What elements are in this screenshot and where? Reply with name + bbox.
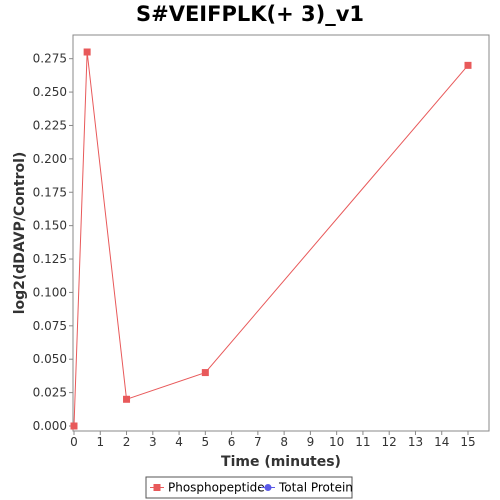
y-tick-label: 0.125 xyxy=(33,252,67,266)
legend-item: Phosphopeptide xyxy=(150,481,265,495)
y-tick-label: 0.250 xyxy=(33,85,67,99)
data-point xyxy=(464,61,472,69)
legend-marker xyxy=(264,484,272,491)
x-tick-label: 3 xyxy=(149,435,157,449)
y-tick-label: 0.075 xyxy=(33,319,67,333)
x-tick-label: 8 xyxy=(280,435,288,449)
y-axis: 0.000 0.025 0.050 0.075 0.100 0.125 0.150 0.175… xyxy=(33,35,74,433)
x-tick-label: 1 xyxy=(96,435,104,449)
y-tick-label: 0.150 xyxy=(33,219,67,233)
legend-label: Total Protein xyxy=(278,481,353,495)
data-point xyxy=(123,395,131,403)
legend-label: Phosphopeptide xyxy=(168,481,265,495)
legend-item: Total Protein xyxy=(261,481,353,495)
data-point xyxy=(70,422,78,430)
data-point xyxy=(201,369,209,377)
series-layer xyxy=(70,48,472,430)
y-tick-label: 0.025 xyxy=(33,386,67,400)
y-tick-label: 0.100 xyxy=(33,285,67,299)
x-tick-label: 14 xyxy=(434,435,449,449)
x-axis: 0 1 2 3 4 5 6 7 8 9 10 11 12 13 14 15 xyxy=(70,430,489,449)
x-tick-label: 5 xyxy=(202,435,210,449)
plot-area xyxy=(72,34,490,432)
y-tick-label: 0.050 xyxy=(33,352,67,366)
x-tick-label: 12 xyxy=(382,435,397,449)
y-tick-label: 0.275 xyxy=(33,52,67,66)
legend: Phosphopeptide Total Protein xyxy=(145,476,353,499)
y-axis-label: log2(dDAVP/Control) xyxy=(12,152,28,315)
x-tick-label: 11 xyxy=(355,435,370,449)
x-tick-label: 4 xyxy=(175,435,183,449)
x-tick-label: 9 xyxy=(307,435,315,449)
chart-title: S#VEIFPLK(+ 3)_v1 xyxy=(135,2,365,26)
legend-marker xyxy=(153,484,161,491)
x-tick-label: 15 xyxy=(460,435,475,449)
x-tick-label: 13 xyxy=(408,435,423,449)
y-tick-label: 0.000 xyxy=(33,419,67,433)
x-tick-label: 2 xyxy=(123,435,131,449)
y-tick-label: 0.200 xyxy=(33,152,67,166)
x-tick-label: 10 xyxy=(329,435,344,449)
legend-box xyxy=(145,476,353,499)
x-tick-label: 6 xyxy=(228,435,236,449)
x-tick-label: 0 xyxy=(70,435,78,449)
data-point xyxy=(83,48,91,56)
x-tick-label: 7 xyxy=(254,435,262,449)
x-axis-label: Time (minutes) xyxy=(221,454,341,470)
y-tick-label: 0.175 xyxy=(33,185,67,199)
y-tick-label: 0.225 xyxy=(33,118,67,132)
